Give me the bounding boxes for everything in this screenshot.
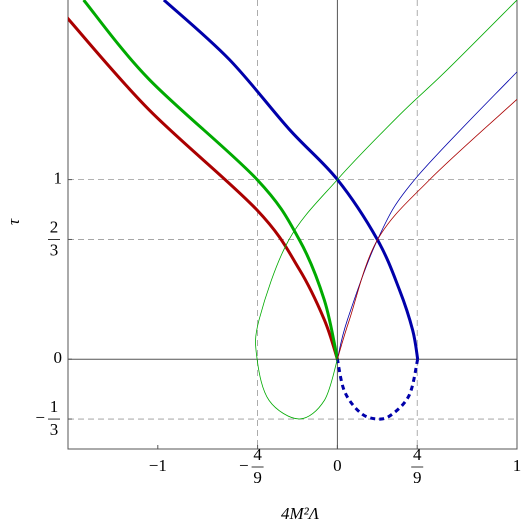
tick-numerator: 2 bbox=[50, 217, 59, 236]
tick-numerator: 1 bbox=[50, 397, 59, 416]
tick-sign: − bbox=[239, 456, 249, 475]
tick-label: 1 bbox=[54, 169, 63, 188]
curve bbox=[82, 0, 339, 360]
curve bbox=[255, 0, 517, 420]
tick-numerator: 4 bbox=[253, 445, 262, 464]
y-axis-label: τ bbox=[4, 218, 23, 225]
plot-area bbox=[68, 0, 517, 421]
x-axis-label: 4M²Λ bbox=[281, 504, 320, 523]
tick-numerator: 4 bbox=[413, 445, 422, 464]
tick-sign: − bbox=[35, 408, 45, 427]
tick-label: 1 bbox=[513, 456, 522, 475]
tick-denominator: 3 bbox=[50, 240, 59, 259]
tick-denominator: 3 bbox=[50, 420, 59, 439]
tick-denominator: 9 bbox=[253, 468, 262, 487]
frame bbox=[67, 0, 518, 450]
tick-label: 0 bbox=[333, 456, 342, 475]
curve bbox=[337, 71, 517, 360]
curve bbox=[68, 16, 339, 360]
tick-label: −1 bbox=[149, 456, 167, 475]
curve bbox=[337, 99, 517, 360]
curve bbox=[335, 358, 420, 421]
curve bbox=[162, 0, 420, 360]
tick-denominator: 9 bbox=[413, 468, 422, 487]
tick-label: 0 bbox=[54, 348, 63, 367]
